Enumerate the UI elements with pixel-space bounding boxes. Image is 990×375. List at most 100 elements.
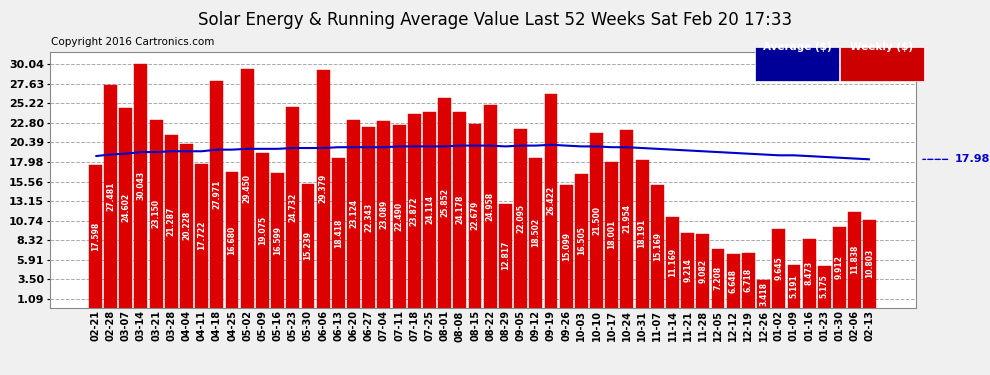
Bar (89, 165, 102, 308)
Bar (605, 162, 618, 308)
Text: Copyright 2016 Cartronics.com: Copyright 2016 Cartronics.com (51, 38, 215, 47)
Bar (803, 239, 816, 308)
Text: 22.679: 22.679 (470, 201, 479, 230)
Text: 23.124: 23.124 (349, 200, 358, 228)
Bar (841, 47, 924, 81)
Text: Average ($): Average ($) (762, 42, 832, 52)
Text: 15.239: 15.239 (304, 231, 313, 260)
Bar (834, 227, 846, 308)
Bar (755, 47, 839, 81)
Bar (119, 108, 132, 307)
Bar (742, 253, 754, 308)
Text: 23.089: 23.089 (379, 200, 388, 229)
Text: 15.099: 15.099 (561, 232, 570, 261)
Text: Solar Energy & Running Average Value Last 52 Weeks Sat Feb 20 17:33: Solar Energy & Running Average Value Las… (198, 11, 792, 29)
Text: 16.505: 16.505 (577, 226, 586, 255)
Bar (408, 114, 421, 308)
Text: 24.178: 24.178 (455, 195, 464, 224)
Text: 17.598: 17.598 (91, 222, 100, 251)
Bar (164, 135, 178, 308)
Text: 9.214: 9.214 (683, 258, 692, 282)
Text: 9.912: 9.912 (835, 255, 844, 279)
Bar (286, 107, 299, 308)
Text: 16.599: 16.599 (273, 226, 282, 255)
Text: 27.971: 27.971 (212, 180, 222, 209)
Bar (211, 81, 224, 308)
Text: 10.803: 10.803 (865, 249, 874, 278)
Text: 22.343: 22.343 (364, 202, 373, 232)
Text: 27.481: 27.481 (106, 182, 115, 211)
Bar (681, 233, 694, 308)
Bar (544, 94, 557, 308)
Bar (195, 164, 208, 308)
Bar (863, 220, 876, 308)
Bar (666, 217, 679, 308)
Bar (772, 230, 785, 308)
Bar (530, 158, 543, 308)
Bar (757, 280, 770, 308)
Bar (787, 266, 801, 308)
Bar (256, 153, 269, 308)
Text: 18.418: 18.418 (334, 218, 343, 248)
Bar (104, 85, 117, 308)
Text: 24.602: 24.602 (121, 194, 131, 222)
Text: 18.502: 18.502 (532, 218, 541, 247)
Bar (362, 127, 375, 308)
Text: 3.418: 3.418 (759, 282, 768, 306)
Bar (650, 185, 663, 308)
Text: 24.732: 24.732 (288, 193, 297, 222)
Bar (332, 158, 345, 308)
Bar (149, 120, 162, 308)
Bar (621, 130, 634, 308)
Bar (302, 184, 315, 308)
Bar (514, 129, 527, 308)
Text: 9.645: 9.645 (774, 256, 783, 280)
Text: 6.648: 6.648 (729, 268, 738, 292)
Bar (727, 254, 740, 308)
Text: 19.075: 19.075 (258, 216, 267, 245)
Bar (347, 120, 360, 308)
Bar (848, 211, 861, 308)
Text: 21.500: 21.500 (592, 206, 601, 235)
Text: 15.169: 15.169 (652, 232, 661, 261)
Text: 11.838: 11.838 (850, 245, 859, 274)
Bar (180, 144, 193, 308)
Bar (712, 249, 725, 308)
Bar (484, 105, 497, 308)
Bar (468, 124, 481, 308)
Bar (135, 64, 148, 308)
Text: 12.817: 12.817 (501, 241, 510, 270)
Text: 24.114: 24.114 (425, 195, 434, 225)
Bar (393, 126, 406, 308)
Text: 21.287: 21.287 (166, 207, 176, 236)
Text: 23.150: 23.150 (151, 199, 160, 228)
Bar (439, 98, 451, 308)
Text: 20.228: 20.228 (182, 211, 191, 240)
Text: 26.422: 26.422 (546, 186, 555, 215)
Bar (590, 134, 603, 308)
Text: 9.082: 9.082 (698, 259, 707, 283)
Bar (636, 160, 648, 308)
Bar (271, 173, 284, 308)
Bar (559, 185, 572, 308)
Text: 29.379: 29.379 (319, 174, 328, 203)
Text: 25.852: 25.852 (441, 188, 449, 218)
Text: 18.191: 18.191 (638, 219, 646, 249)
Text: 11.169: 11.169 (668, 248, 677, 277)
Text: 18.001: 18.001 (607, 220, 616, 249)
Text: 17.98: 17.98 (954, 154, 990, 164)
Text: 29.450: 29.450 (243, 174, 251, 203)
Bar (453, 112, 466, 308)
Bar (696, 234, 709, 308)
Bar (575, 174, 588, 308)
Bar (377, 121, 390, 308)
Text: 5.175: 5.175 (820, 274, 829, 298)
Text: 24.958: 24.958 (486, 192, 495, 221)
Bar (423, 112, 436, 308)
Bar (818, 266, 831, 308)
Bar (499, 204, 512, 308)
Text: 6.718: 6.718 (743, 268, 753, 292)
Text: 16.680: 16.680 (228, 225, 237, 255)
Bar (241, 69, 253, 308)
Text: 30.043: 30.043 (137, 171, 146, 201)
